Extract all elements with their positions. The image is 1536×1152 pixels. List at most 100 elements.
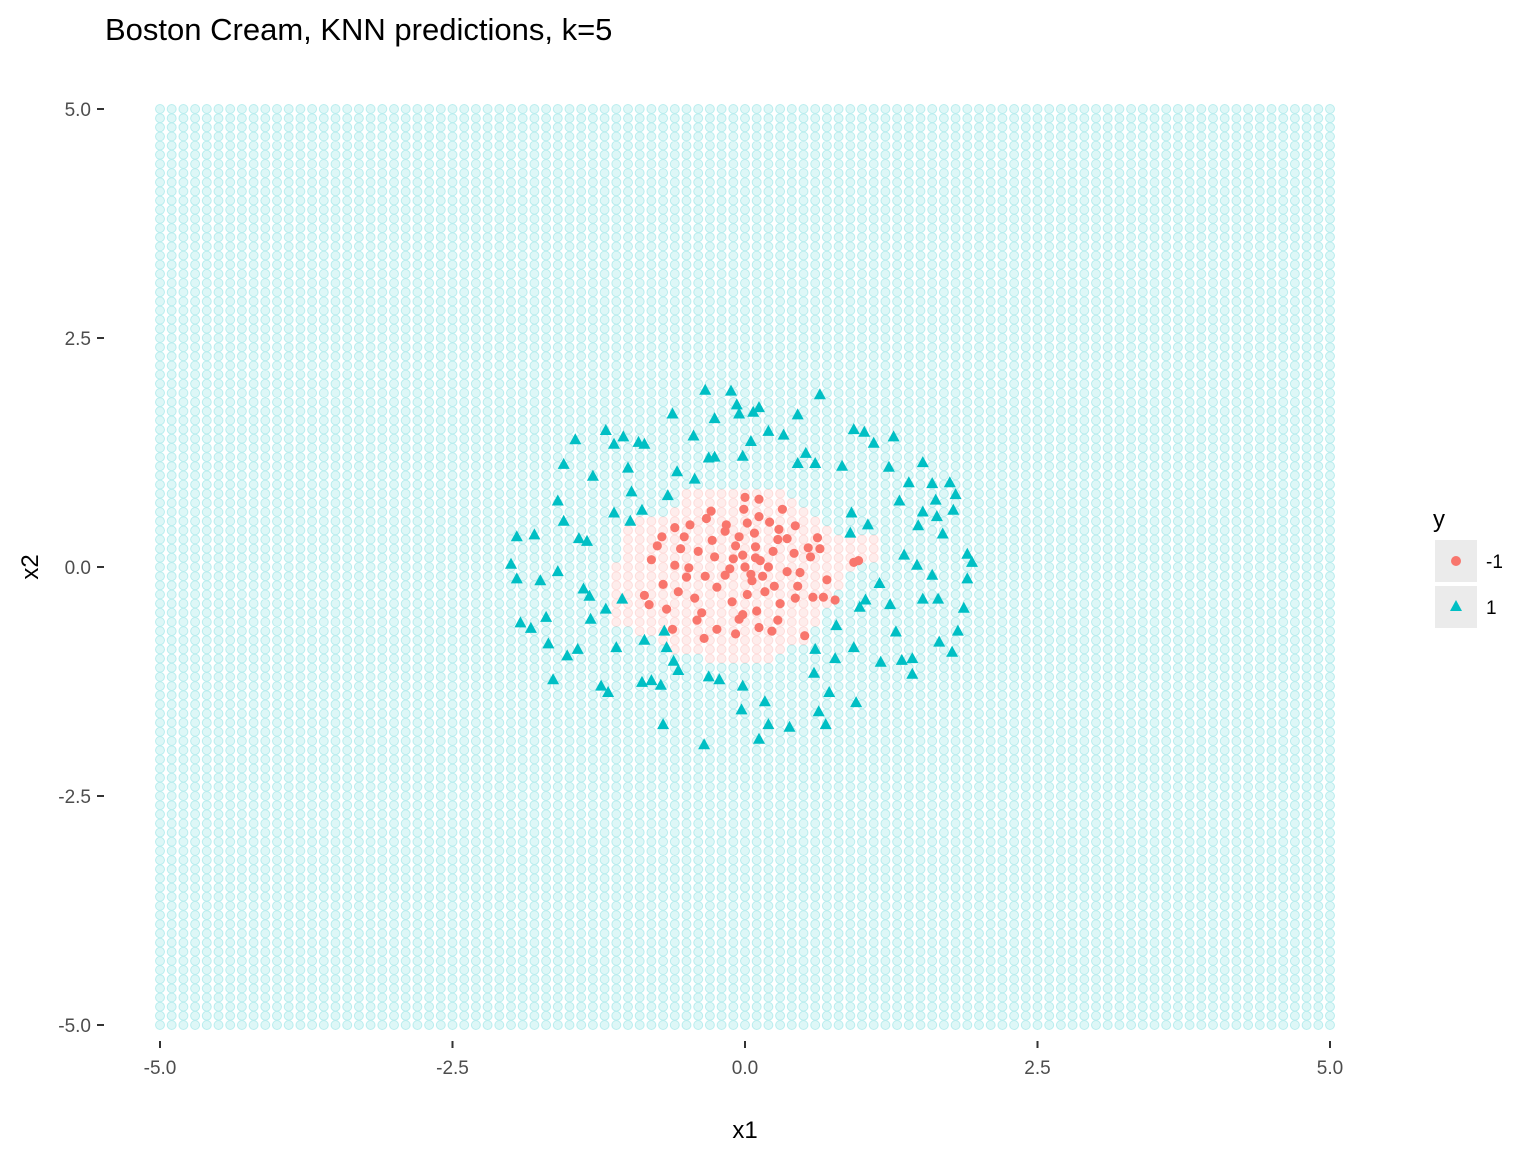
- point-class-neg1: [760, 587, 770, 597]
- point-class-1: [747, 405, 760, 417]
- legend-key-pos1-triangle: [1450, 600, 1462, 611]
- point-class-neg1: [646, 555, 657, 565]
- point-class-neg1: [750, 553, 761, 563]
- x-tick-label: -2.5: [436, 1058, 469, 1079]
- point-class-1: [929, 493, 942, 505]
- point-class-neg1: [803, 543, 813, 553]
- point-class-neg1: [697, 608, 707, 618]
- legend: y -1 1: [1433, 506, 1503, 628]
- point-class-1: [758, 695, 771, 707]
- point-class-1: [636, 675, 648, 687]
- point-class-1: [912, 519, 925, 531]
- point-class-1: [933, 635, 946, 647]
- point-class-1: [889, 625, 902, 637]
- point-class-1: [799, 446, 812, 458]
- point-class-1: [819, 718, 832, 730]
- point-class-neg1: [681, 572, 692, 582]
- point-class-1: [595, 679, 608, 691]
- point-class-neg1: [692, 615, 702, 625]
- y-axis-title: x2: [17, 554, 44, 579]
- point-class-neg1: [670, 523, 680, 533]
- point-class-neg1: [652, 541, 662, 551]
- point-class-1: [753, 732, 765, 744]
- point-class-1: [602, 686, 615, 697]
- point-class-1: [672, 664, 685, 675]
- point-class-1: [906, 652, 919, 664]
- point-class-1: [895, 653, 908, 665]
- point-class-neg1: [754, 622, 764, 633]
- point-class-1: [599, 424, 612, 435]
- point-class-1: [586, 469, 599, 481]
- point-class-1: [524, 621, 537, 633]
- point-class-neg1: [777, 504, 788, 514]
- point-class-1: [617, 430, 630, 442]
- point-class-1: [847, 641, 860, 653]
- legend-label-neg1: -1: [1486, 552, 1503, 573]
- point-class-1: [571, 642, 584, 654]
- point-class-1: [547, 673, 560, 685]
- point-class-neg1: [740, 562, 750, 572]
- point-class-1: [762, 424, 775, 436]
- point-class-neg1: [763, 562, 774, 572]
- point-class-1: [836, 459, 849, 471]
- point-class-1: [542, 637, 555, 649]
- point-class-1: [551, 565, 564, 577]
- point-class-neg1: [782, 567, 792, 577]
- point-class-1: [874, 655, 887, 667]
- point-class-neg1: [710, 552, 720, 562]
- point-class-neg1: [774, 524, 784, 535]
- legend-label-pos1: 1: [1486, 598, 1497, 619]
- point-class-1: [725, 384, 737, 396]
- point-class-neg1: [720, 570, 730, 580]
- point-class-neg1: [822, 575, 832, 585]
- x-tick-label: 5.0: [1317, 1058, 1343, 1079]
- point-class-1: [926, 568, 939, 580]
- point-class-1: [572, 532, 585, 544]
- point-class-1: [916, 505, 929, 517]
- point-class-1: [654, 678, 667, 690]
- point-class-neg1: [853, 556, 864, 566]
- point-class-neg1: [693, 546, 703, 557]
- point-class-neg1: [750, 542, 761, 552]
- point-class-1: [702, 451, 715, 463]
- point-class-neg1: [747, 576, 757, 586]
- point-class-1: [708, 412, 721, 424]
- point-class-1: [581, 534, 593, 546]
- point-class-1: [622, 461, 634, 473]
- point-class-1: [584, 612, 597, 624]
- point-class-1: [932, 592, 945, 604]
- point-class-1: [791, 457, 804, 468]
- point-class-1: [657, 718, 670, 730]
- point-class-1: [813, 388, 826, 400]
- point-class-neg1: [734, 532, 744, 542]
- point-class-1: [540, 610, 553, 622]
- point-class-neg1: [690, 593, 700, 603]
- point-class-neg1: [684, 563, 694, 573]
- point-class-neg1: [701, 513, 712, 524]
- point-class-1: [808, 666, 820, 678]
- point-class-1: [946, 645, 959, 657]
- point-class-1: [902, 476, 915, 488]
- point-class-neg1: [830, 595, 840, 605]
- point-class-1: [930, 510, 943, 522]
- point-class-1: [599, 602, 612, 614]
- point-class-neg1: [707, 535, 717, 546]
- point-class-neg1: [818, 592, 829, 602]
- point-class-1: [858, 425, 871, 437]
- point-class-neg1: [727, 597, 737, 607]
- point-class-1: [660, 641, 673, 653]
- grid-cells-class-neg1: [611, 488, 879, 664]
- point-class-1: [951, 624, 964, 636]
- point-class-1: [551, 494, 564, 506]
- point-class-neg1: [738, 550, 748, 560]
- x-tick-label: -5.0: [144, 1058, 177, 1079]
- point-class-neg1: [815, 544, 825, 554]
- point-class-1: [812, 705, 825, 717]
- point-class-1: [947, 503, 960, 515]
- point-class-neg1: [667, 624, 678, 634]
- point-class-1: [561, 649, 574, 661]
- point-class-1: [809, 642, 822, 654]
- point-class-1: [859, 593, 872, 605]
- point-class-1: [898, 548, 911, 560]
